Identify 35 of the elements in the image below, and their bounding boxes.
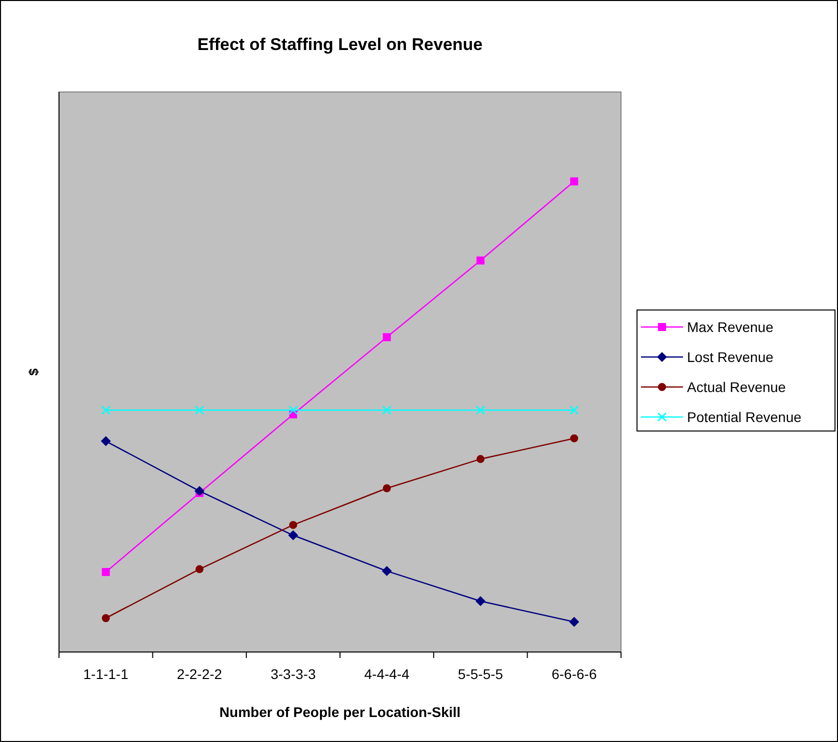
point [382, 566, 392, 576]
legend-label: Potential Revenue [687, 409, 802, 425]
point [101, 405, 110, 415]
y-axis-title: $ [26, 368, 41, 376]
point [194, 405, 204, 415]
point [382, 405, 392, 415]
x-axis-title: Number of People per Location-Skill [219, 704, 461, 720]
point [196, 565, 204, 574]
point [102, 568, 110, 576]
point [289, 520, 298, 529]
x-tick-label: 3-3-3-3 [270, 666, 316, 682]
point [102, 614, 110, 622]
point [476, 596, 486, 606]
point [476, 405, 486, 415]
point [569, 616, 580, 627]
x-tick-label: 5-5-5-5 [458, 666, 504, 682]
point [570, 434, 578, 442]
x-tick-label: 6-6-6-6 [552, 666, 597, 682]
point [288, 530, 298, 540]
point [476, 455, 484, 464]
x-tick-label: 1-1-1-1 [83, 666, 129, 682]
legend-label: Lost Revenue [687, 349, 774, 365]
point [382, 333, 391, 342]
point [288, 405, 298, 415]
x-tick-label: 2-2-2-2 [176, 666, 222, 682]
legend-label: Actual Revenue [687, 379, 786, 395]
point [194, 486, 204, 496]
chart-title: Effect of Staffing Level on Revenue [197, 35, 483, 54]
point [476, 256, 484, 264]
point [382, 484, 391, 492]
legend-label: Max Revenue [687, 319, 774, 335]
point [100, 436, 111, 446]
x-tick-label: 4-4-4-4 [364, 666, 410, 682]
point [570, 177, 578, 186]
point [570, 405, 579, 415]
